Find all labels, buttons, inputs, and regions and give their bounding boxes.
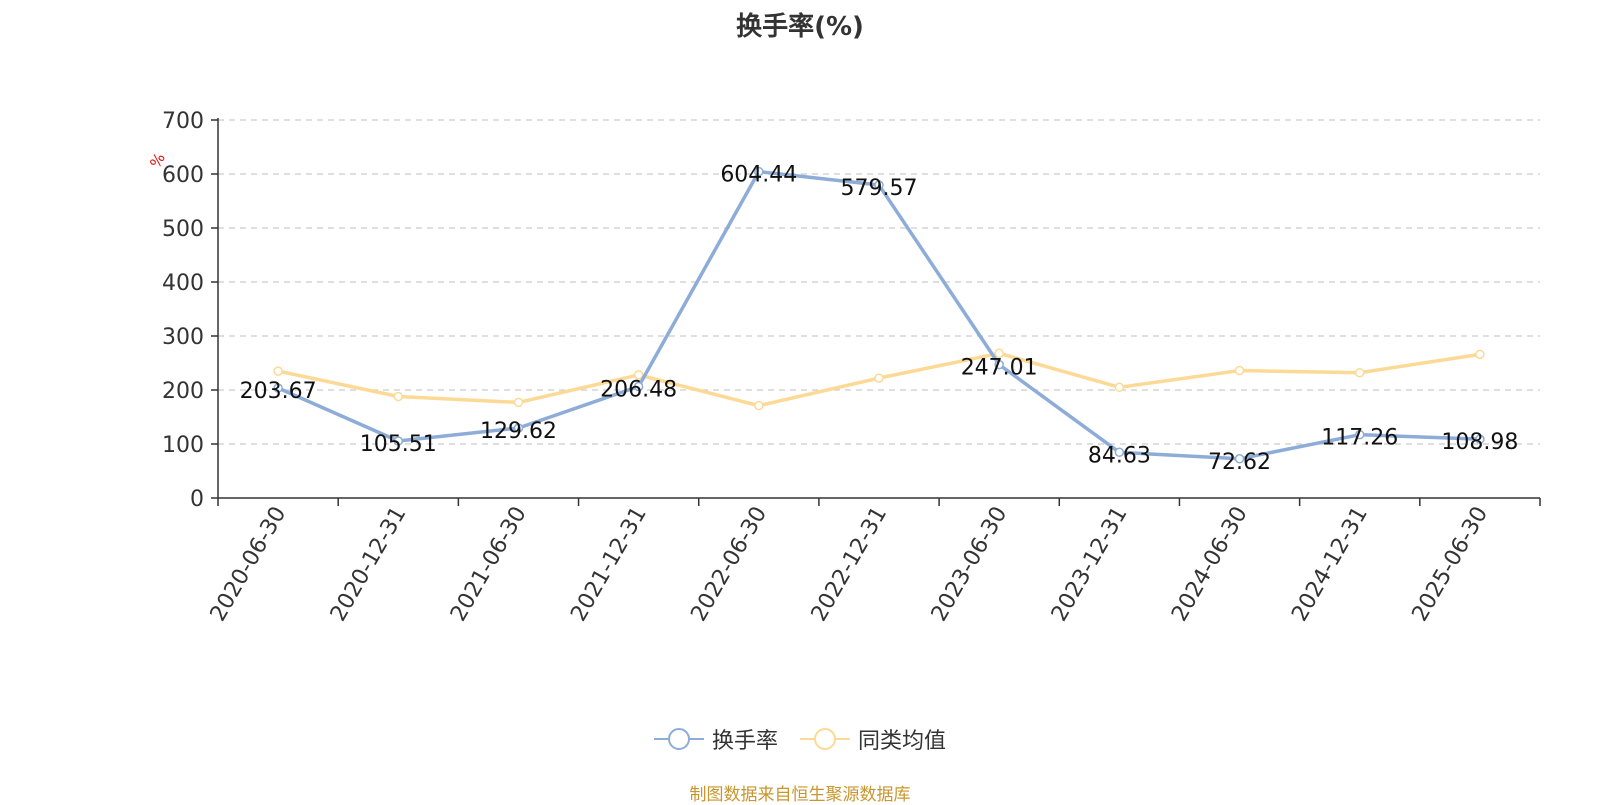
series-point-1 [994, 348, 1004, 359]
legend: 换手率 同类均值 [0, 722, 1600, 756]
series-point-1 [874, 373, 884, 383]
x-tick-label: 2025-06-30 [1408, 503, 1494, 626]
data-label: 579.57 [841, 176, 918, 201]
x-tick-label: 2022-12-31 [807, 503, 893, 626]
data-label: 247.01 [961, 356, 1038, 381]
series-point-1 [1114, 382, 1125, 393]
y-tick-label: 500 [162, 217, 204, 242]
series-point-0 [393, 436, 404, 446]
series-point-1 [513, 397, 524, 408]
series-point-0 [1475, 434, 1485, 444]
series-point-1 [273, 366, 283, 376]
series-point-0 [1114, 447, 1125, 458]
data-labels: 203.67 105.51 129.62 206.48 604.44 579.57 247.… [240, 163, 1519, 475]
series-lines [273, 166, 1485, 464]
x-tick-label: 2024-06-30 [1167, 503, 1253, 626]
data-label: 604.44 [720, 163, 797, 188]
x-tick-label: 2021-12-31 [566, 503, 652, 626]
legend-item-series-0[interactable]: 换手率 [653, 723, 778, 755]
source-note: 制图数据来自恒生聚源数据库 [689, 785, 911, 805]
series-point-0 [754, 166, 764, 177]
x-tick-label: 2023-06-30 [927, 503, 1013, 626]
series-point-0 [513, 423, 524, 433]
legend-marker-icon [653, 728, 704, 750]
y-tick-label: 400 [162, 271, 204, 296]
x-tick-label: 2024-12-31 [1287, 503, 1373, 626]
data-label: 72.62 [1208, 450, 1271, 475]
chart-title: 换手率(%) [736, 12, 864, 42]
data-label: 105.51 [360, 432, 437, 457]
legend-item-series-1[interactable]: 同类均值 [800, 723, 946, 755]
y-tick-label: 200 [162, 379, 204, 404]
data-label: 203.67 [240, 379, 317, 404]
y-tick-label: 300 [162, 325, 204, 350]
y-tick-label: 600 [162, 163, 204, 188]
series-point-1 [393, 391, 404, 402]
x-tick-label: 2023-12-31 [1047, 503, 1133, 626]
legend-label: 换手率 [711, 729, 778, 754]
series-point-1 [633, 370, 644, 380]
series-point-1 [754, 400, 764, 411]
legend-marker-icon [800, 728, 850, 750]
series-point-0 [633, 381, 644, 392]
series-point-1 [1234, 365, 1245, 376]
data-label: 108.98 [1441, 430, 1518, 455]
series-point-0 [273, 383, 283, 393]
data-label: 117.26 [1321, 426, 1398, 451]
series-line-0 [277, 169, 1480, 461]
series-point-0 [874, 180, 884, 190]
y-tick-label: 100 [162, 433, 204, 458]
x-tick-label: 2020-12-31 [326, 502, 412, 625]
series-point-0 [1234, 454, 1245, 464]
series-point-1 [1354, 367, 1365, 378]
grid-lines [218, 119, 1540, 445]
data-label: 129.62 [480, 419, 557, 444]
series-point-1 [1475, 349, 1485, 360]
y-tick-label: 0 [190, 487, 204, 512]
data-label: 206.48 [600, 378, 677, 403]
data-label: 84.63 [1088, 443, 1151, 468]
series-point-0 [994, 359, 1004, 370]
series-point-0 [1354, 429, 1365, 440]
x-tick-label: 2022-06-30 [686, 503, 772, 626]
y-tick-label: 700 [162, 109, 204, 134]
x-tick-label: 2020-06-30 [206, 503, 292, 626]
x-tick-label: 2021-06-30 [446, 503, 532, 626]
legend-label: 同类均值 [858, 729, 947, 754]
